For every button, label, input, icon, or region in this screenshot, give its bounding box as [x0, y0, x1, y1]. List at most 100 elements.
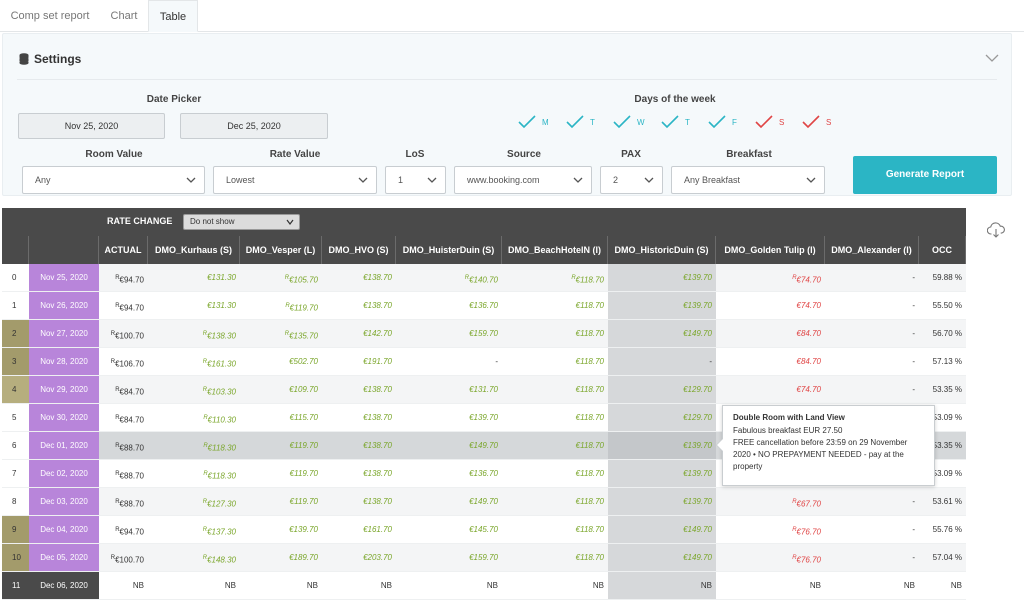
- rate-cell[interactable]: R€94.70: [99, 264, 148, 292]
- rate-cell[interactable]: -: [825, 488, 919, 516]
- rate-cell[interactable]: R€103.30: [148, 376, 240, 404]
- rate-cell[interactable]: -: [608, 348, 716, 376]
- rate-cell[interactable]: R€127.30: [148, 488, 240, 516]
- rate-cell[interactable]: R€88.70: [99, 460, 148, 488]
- day-toggle[interactable]: S: [802, 115, 831, 129]
- rate-cell[interactable]: €118.70: [502, 432, 608, 460]
- column-header[interactable]: DMO_Alexander (I): [825, 236, 919, 264]
- column-header[interactable]: ACTUAL: [99, 236, 148, 264]
- rate-cell[interactable]: R€138.30: [148, 320, 240, 348]
- chevron-down-icon[interactable]: [985, 53, 999, 63]
- rate-cell[interactable]: €118.70: [502, 320, 608, 348]
- rate-cell[interactable]: €149.70: [608, 544, 716, 572]
- rate-cell[interactable]: R€74.70: [716, 264, 825, 292]
- rate-cell[interactable]: NB: [919, 572, 966, 600]
- rate-cell[interactable]: €149.70: [396, 432, 502, 460]
- rate-cell[interactable]: €159.70: [396, 320, 502, 348]
- rate-cell[interactable]: R€135.70: [240, 320, 322, 348]
- rate-value-select[interactable]: Lowest: [213, 166, 377, 194]
- rate-cell[interactable]: R€88.70: [99, 488, 148, 516]
- rate-cell[interactable]: -: [825, 376, 919, 404]
- rate-cell[interactable]: R€148.30: [148, 544, 240, 572]
- rate-cell[interactable]: NB: [322, 572, 396, 600]
- rate-cell[interactable]: €119.70: [240, 432, 322, 460]
- rate-cell[interactable]: €161.70: [322, 516, 396, 544]
- tab-comp-set-report[interactable]: Comp set report: [10, 10, 90, 22]
- tab-chart[interactable]: Chart: [110, 10, 138, 22]
- rate-cell[interactable]: €84.70: [716, 348, 825, 376]
- rate-cell[interactable]: €502.70: [240, 348, 322, 376]
- rate-cell[interactable]: €129.70: [608, 404, 716, 432]
- column-header[interactable]: DMO_HuisterDuin (S): [396, 236, 502, 264]
- rate-cell[interactable]: R€67.70: [716, 488, 825, 516]
- source-select[interactable]: www.booking.com: [454, 166, 592, 194]
- rate-cell[interactable]: R€88.70: [99, 432, 148, 460]
- rate-cell[interactable]: R€118.30: [148, 460, 240, 488]
- rate-cell[interactable]: €138.70: [322, 460, 396, 488]
- rate-cell[interactable]: €119.70: [240, 460, 322, 488]
- generate-report-button[interactable]: Generate Report: [853, 156, 997, 194]
- rate-cell[interactable]: -: [825, 320, 919, 348]
- rate-cell[interactable]: -: [825, 544, 919, 572]
- rate-cell[interactable]: R€105.70: [240, 264, 322, 292]
- rate-cell[interactable]: €118.70: [502, 376, 608, 404]
- rate-cell[interactable]: R€94.70: [99, 292, 148, 320]
- rate-cell[interactable]: €139.70: [240, 516, 322, 544]
- rate-cell[interactable]: €119.70: [240, 488, 322, 516]
- column-header[interactable]: DMO_BeachHotelN (I): [502, 236, 608, 264]
- rate-cell[interactable]: NB: [825, 572, 919, 600]
- rate-cell[interactable]: -: [825, 264, 919, 292]
- rate-cell[interactable]: R€84.70: [99, 404, 148, 432]
- rate-cell[interactable]: 53.35 %: [919, 376, 966, 404]
- rate-cell[interactable]: 53.61 %: [919, 488, 966, 516]
- rate-cell[interactable]: €118.70: [502, 460, 608, 488]
- rate-cell[interactable]: €138.70: [322, 488, 396, 516]
- rate-cell[interactable]: 59.88 %: [919, 264, 966, 292]
- rate-cell[interactable]: 57.04 %: [919, 544, 966, 572]
- rate-cell[interactable]: €115.70: [240, 404, 322, 432]
- rate-cell[interactable]: R€106.70: [99, 348, 148, 376]
- rate-cell[interactable]: €118.70: [502, 292, 608, 320]
- rate-cell[interactable]: €139.70: [396, 404, 502, 432]
- date-from-input[interactable]: Nov 25, 2020: [18, 113, 165, 139]
- rate-cell[interactable]: R€137.30: [148, 516, 240, 544]
- rate-cell[interactable]: €118.70: [502, 348, 608, 376]
- rate-cell[interactable]: NB: [396, 572, 502, 600]
- rate-cell[interactable]: €138.70: [322, 292, 396, 320]
- rate-cell[interactable]: NB: [148, 572, 240, 600]
- rate-cell[interactable]: €118.70: [502, 404, 608, 432]
- settings-header[interactable]: Settings: [19, 52, 81, 66]
- rate-change-select[interactable]: Do not show: [183, 214, 300, 230]
- day-toggle[interactable]: F: [708, 115, 737, 129]
- column-header[interactable]: DMO_Vesper (L): [240, 236, 322, 264]
- column-header[interactable]: OCC: [919, 236, 966, 264]
- tab-table[interactable]: Table: [148, 0, 198, 32]
- rate-cell[interactable]: €139.70: [608, 488, 716, 516]
- rate-cell[interactable]: R€118.30: [148, 432, 240, 460]
- rate-cell[interactable]: €74.70: [716, 376, 825, 404]
- date-to-input[interactable]: Dec 25, 2020: [180, 113, 328, 139]
- rate-cell[interactable]: €131.30: [148, 264, 240, 292]
- rate-cell[interactable]: €138.70: [322, 432, 396, 460]
- rate-cell[interactable]: €136.70: [396, 460, 502, 488]
- rate-cell[interactable]: R€118.70: [502, 264, 608, 292]
- rate-cell[interactable]: -: [396, 348, 502, 376]
- rate-cell[interactable]: €142.70: [322, 320, 396, 348]
- rate-cell[interactable]: -: [825, 292, 919, 320]
- rate-cell[interactable]: €138.70: [322, 404, 396, 432]
- column-header[interactable]: DMO_Kurhaus (S): [148, 236, 240, 264]
- rate-cell[interactable]: R€100.70: [99, 320, 148, 348]
- rate-cell[interactable]: R€94.70: [99, 516, 148, 544]
- day-toggle[interactable]: S: [755, 115, 784, 129]
- rate-cell[interactable]: €149.70: [608, 320, 716, 348]
- column-header[interactable]: DMO_Golden Tulip (I): [716, 236, 825, 264]
- rate-cell[interactable]: NB: [716, 572, 825, 600]
- day-toggle[interactable]: W: [613, 115, 645, 129]
- day-toggle[interactable]: T: [661, 115, 690, 129]
- rate-cell[interactable]: €131.30: [148, 292, 240, 320]
- rate-cell[interactable]: €203.70: [322, 544, 396, 572]
- rate-cell[interactable]: €129.70: [608, 376, 716, 404]
- rate-cell[interactable]: €74.70: [716, 292, 825, 320]
- rate-cell[interactable]: R€76.70: [716, 516, 825, 544]
- rate-cell[interactable]: R€100.70: [99, 544, 148, 572]
